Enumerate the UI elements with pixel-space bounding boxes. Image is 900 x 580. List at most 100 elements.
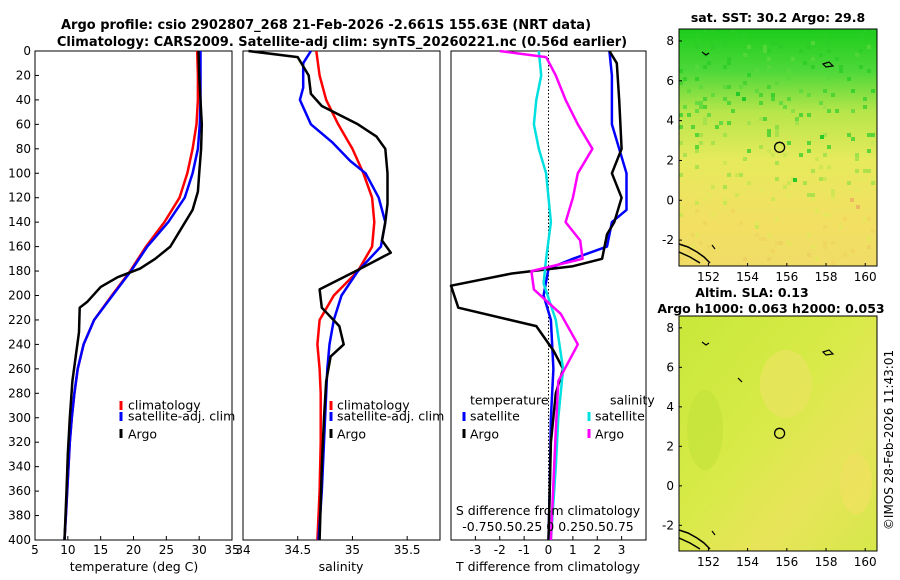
depth-tick-label: 260: [8, 362, 31, 376]
sst-pixel: [820, 135, 824, 139]
sst-pixel: [843, 217, 847, 221]
sst-pixel: [699, 241, 703, 245]
lon-tick-label: 154: [736, 270, 759, 284]
sst-pixel: [771, 249, 775, 253]
sst-pixel: [779, 241, 783, 245]
temperature-x-ticks: 5 10 15 20 25 30 35: [31, 536, 240, 557]
salinity-x-label: salinity: [319, 559, 364, 574]
sst-pixel: [727, 101, 731, 105]
sst-map-title: sat. SST: 30.2 Argo: 29.8: [691, 10, 865, 25]
sst-pixel: [691, 233, 695, 237]
sst-pixel: [859, 33, 863, 37]
sst-pixel: [823, 105, 827, 109]
sst-pixel: [787, 97, 791, 101]
sst-pixel: [683, 77, 687, 81]
lat-tick-label: 8: [666, 321, 674, 335]
s-difference-label: S difference from climatology: [456, 503, 641, 518]
sst-pixel: [695, 109, 699, 113]
sst-pixel: [775, 241, 779, 245]
sst-pixel: [867, 133, 871, 137]
sst-pixel: [815, 257, 819, 261]
salinity-panel: 34 34.5 35 35.5 salinity climatology satell…: [235, 49, 444, 574]
sla-map-title-2: Argo h1000: 0.063 h2000: 0.053: [657, 301, 884, 316]
sst-pixel: [831, 193, 835, 197]
sst-pixel: [707, 245, 711, 249]
sst-pixel: [707, 61, 711, 65]
depth-tick-label: 200: [8, 289, 31, 303]
sst-pixel: [723, 133, 727, 137]
depth-tick-label: 140: [8, 215, 31, 229]
sst-pixel: [679, 173, 683, 177]
sst-pixel: [791, 57, 795, 61]
sst-pixel: [871, 141, 875, 145]
sst-pixel: [695, 145, 699, 149]
sst-pixel: [771, 153, 775, 157]
lon-tick-label: 152: [697, 270, 720, 284]
sst-pixel: [763, 49, 767, 53]
sst-pixel: [831, 189, 835, 193]
depth-tick-label: 360: [8, 484, 31, 498]
sst-pixel: [855, 169, 859, 173]
depth-tick-label: 340: [8, 460, 31, 474]
sst-pixel: [742, 97, 746, 101]
sst-pixel: [867, 217, 871, 221]
sst-pixel: [683, 105, 687, 109]
sst-pixel: [807, 253, 811, 257]
legend-argo: Argo: [128, 427, 157, 442]
argo-position-marker: [773, 141, 786, 153]
sla-map-title-1: Altim. SLA: 0.13: [695, 285, 808, 300]
argo-position-marker: [773, 427, 786, 439]
sst-pixel: [867, 169, 871, 173]
sst-pixel: [823, 177, 827, 181]
legend-satellite-adj: satellite-adj. clim: [128, 409, 235, 424]
sst-pixel: [811, 57, 815, 61]
legend-t-satellite: satellite: [470, 409, 520, 424]
lat-tick-label: 6: [666, 74, 674, 88]
legend-s-satellite: satellite: [595, 409, 645, 424]
sst-pixel: [691, 245, 695, 249]
sst-pixel: [759, 237, 763, 241]
sst-pixel: [755, 233, 759, 237]
sst-pixel: [815, 157, 819, 161]
sst-pixel: [867, 245, 871, 249]
sst-pixel: [811, 193, 815, 197]
lon-tick-label: 160: [854, 270, 877, 284]
title-line-2: Climatology: CARS2009. Satellite-adj cli…: [57, 35, 627, 50]
sla-lat-ticks: -2 0 2 4 6 8: [662, 321, 682, 532]
sst-pixel: [831, 241, 835, 245]
sst-pixel: [811, 65, 815, 69]
sst-pixel: [823, 133, 827, 137]
salinity-legend: climatology satellite-adj. clim Argo: [329, 398, 444, 442]
x-tick-label: 5: [31, 543, 39, 557]
legend-argo: Argo: [337, 427, 366, 442]
sst-pixel: [727, 173, 731, 177]
sst-pixel: [695, 101, 699, 105]
sst-pixel: [699, 85, 703, 89]
sst-pixel: [827, 49, 831, 53]
sst-pixel: [871, 229, 875, 233]
x-tick-label: 30: [192, 543, 207, 557]
x-tick-label: 15: [93, 543, 108, 557]
sst-pixel: [703, 65, 707, 69]
depth-tick-label: 40: [16, 93, 31, 107]
sst-pixel: [695, 45, 699, 49]
sst-pixel: [823, 245, 827, 249]
sst-pixel: [795, 117, 799, 121]
sst-pixel: [851, 109, 855, 113]
sst-pixel: [767, 49, 771, 53]
difference-legend: temperature salinity satellite Argo sate…: [462, 393, 655, 442]
sst-pixel: [743, 33, 747, 37]
sst-pixel: [699, 105, 703, 109]
sla-coastlines: [678, 341, 835, 550]
lat-tick-label: -2: [662, 233, 674, 247]
sst-pixel: [871, 181, 875, 185]
sst-pixel: [736, 92, 740, 96]
sst-pixel: [683, 153, 687, 157]
sst-pixel: [711, 29, 715, 33]
lon-tick-label: 160: [854, 555, 877, 569]
sst-pixel: [767, 57, 771, 61]
sst-pixel: [839, 69, 843, 73]
series-line-climatology: [315, 50, 376, 541]
sst-pixel: [851, 137, 855, 141]
